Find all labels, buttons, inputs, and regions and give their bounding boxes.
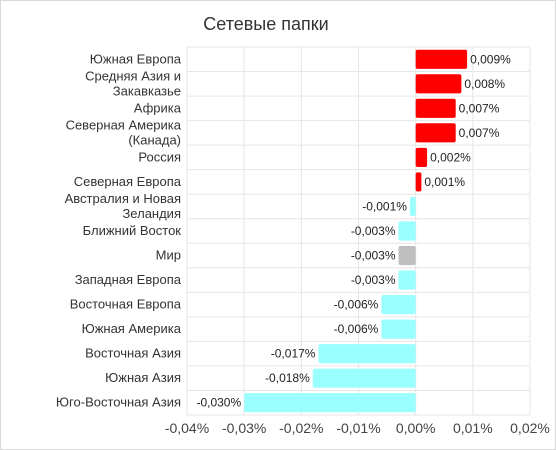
chart-title: Сетевые папки <box>203 14 328 34</box>
bar <box>398 270 416 290</box>
data-label: -0,006% <box>334 298 379 312</box>
bar <box>409 196 416 217</box>
bar <box>415 172 422 192</box>
category-label-line: Южная Азия <box>105 370 181 385</box>
data-label: 0,002% <box>430 150 471 164</box>
x-tick-label: 0,00% <box>396 420 436 436</box>
category-label-line: Северная Америка <box>66 117 182 132</box>
x-tick-label: -0,02% <box>279 420 323 436</box>
data-label: -0,018% <box>265 371 310 385</box>
category-label-line: Восточная Европа <box>70 297 182 312</box>
category-label-line: Закавказье <box>113 83 181 98</box>
bar <box>415 98 456 118</box>
data-label: -0,006% <box>334 322 379 336</box>
x-axis-ticks: -0,04% -0,03% -0,02% -0,01% 0,00% 0,01% 0,02% <box>165 420 550 436</box>
bars <box>244 49 468 413</box>
category-label-line: Австралия и Новая <box>65 191 181 206</box>
bar <box>415 49 468 69</box>
bar <box>415 123 456 143</box>
data-label: -0,003% <box>351 273 396 287</box>
category-label-line: Западная Европа <box>75 272 182 287</box>
category-label-line: Юго-Восточная Азия <box>56 395 181 410</box>
bar <box>318 344 416 364</box>
bar <box>415 147 428 167</box>
bar <box>398 221 416 241</box>
x-tick-label: 0,02% <box>510 420 550 436</box>
bar <box>381 295 416 315</box>
data-label: 0,001% <box>424 175 465 189</box>
category-label: Австралия и Новая Зеландия <box>65 191 181 221</box>
category-label: Южная Азия <box>105 370 181 385</box>
gridlines <box>186 46 531 416</box>
data-label: -0,017% <box>271 347 316 361</box>
bar <box>381 319 416 339</box>
bar <box>398 245 416 266</box>
category-label-line: Африка <box>134 100 182 115</box>
category-label-line: Южная Америка <box>82 321 182 336</box>
category-label: Средняя Азия и Закавказье <box>85 68 181 98</box>
data-label: 0,007% <box>459 126 500 140</box>
category-label: Россия <box>138 149 181 164</box>
category-label-line: Средняя Азия и <box>85 68 181 83</box>
data-label: 0,009% <box>470 52 511 66</box>
category-label: Мир <box>156 248 181 263</box>
category-label-line: Восточная Азия <box>85 346 181 361</box>
x-tick-label: 0,01% <box>453 420 493 436</box>
category-label-line: Мир <box>156 248 181 263</box>
category-label-line: Россия <box>138 149 181 164</box>
category-label: Южная Европа <box>90 51 182 66</box>
category-label-line: Ближний Восток <box>83 223 182 238</box>
x-tick-label: -0,01% <box>336 420 380 436</box>
category-label: Юго-Восточная Азия <box>56 395 181 410</box>
x-tick-label: -0,04% <box>165 420 209 436</box>
value-labels: 0,009% 0,008% 0,007% 0,007% 0,002% 0,001% -0,0… <box>196 52 511 409</box>
data-label: 0,008% <box>464 77 505 91</box>
category-label: Восточная Азия <box>85 346 181 361</box>
category-label: Северная Европа <box>74 174 182 189</box>
data-label: 0,007% <box>459 101 500 115</box>
category-label-line: Зеландия <box>122 206 181 221</box>
category-label: Южная Америка <box>82 321 182 336</box>
category-label: Западная Европа <box>75 272 182 287</box>
bar <box>415 74 462 94</box>
category-labels: Южная Европа Средняя Азия и Закавказье Афри… <box>56 51 182 409</box>
category-label: Северная Америка (Канада) <box>66 117 182 147</box>
category-label-line: (Канада) <box>128 132 181 147</box>
category-label: Ближний Восток <box>83 223 182 238</box>
category-label: Африка <box>134 100 182 115</box>
category-label-line: Северная Европа <box>74 174 182 189</box>
data-label: -0,003% <box>351 249 396 263</box>
category-label: Восточная Европа <box>70 297 182 312</box>
data-label: -0,003% <box>351 224 396 238</box>
bar <box>312 368 416 388</box>
x-tick-label: -0,03% <box>222 420 266 436</box>
data-label: -0,001% <box>362 199 407 213</box>
bar <box>244 393 416 413</box>
category-label-line: Южная Европа <box>90 51 182 66</box>
data-label: -0,030% <box>196 396 241 410</box>
